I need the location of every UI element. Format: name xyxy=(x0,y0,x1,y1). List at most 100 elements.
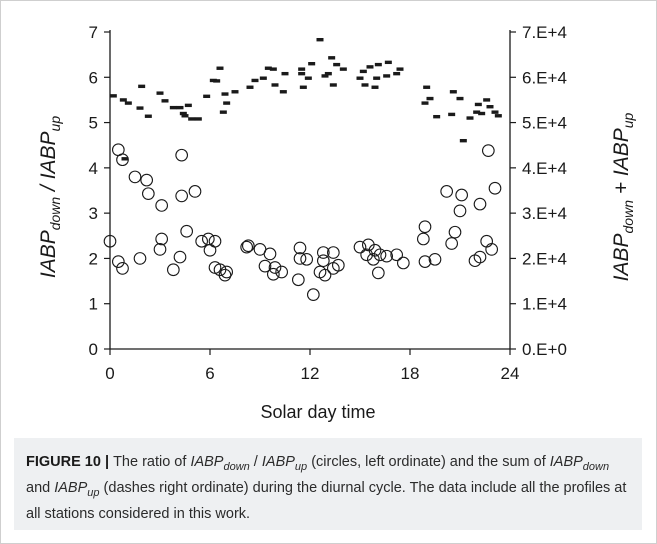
ratio-point xyxy=(366,252,380,266)
ratio-point xyxy=(418,220,432,234)
left-tick-label: 0 xyxy=(89,340,98,359)
caption-segment: and xyxy=(26,479,55,496)
ratio-point xyxy=(448,225,462,239)
x-tick-label: 0 xyxy=(105,364,114,383)
ratio-point xyxy=(316,254,330,268)
ratio-point xyxy=(318,268,332,282)
ratio-point xyxy=(141,187,155,201)
right-axis-label: IABPdown + IABPup xyxy=(610,112,636,281)
ratio-point xyxy=(166,263,180,277)
sum-dash xyxy=(298,67,306,71)
sum-dash xyxy=(156,91,164,95)
sum-dash xyxy=(138,84,146,89)
sum-dash xyxy=(459,138,467,143)
sum-dash xyxy=(176,105,184,110)
sum-dash xyxy=(494,114,502,118)
ratio-point xyxy=(380,249,394,263)
ratio-point xyxy=(360,248,374,262)
chart-marks xyxy=(103,37,502,302)
right-tick-label: 7.E+4 xyxy=(522,23,567,42)
sum-dash xyxy=(316,37,324,42)
ratio-point xyxy=(368,243,382,257)
right-tick-label: 0.E+0 xyxy=(522,340,567,359)
ratio-point xyxy=(266,267,280,281)
ratio-point xyxy=(300,252,314,266)
sum-dash xyxy=(449,90,457,94)
sum-dash xyxy=(279,90,287,94)
sum-dash xyxy=(491,110,499,114)
x-axis-label: Solar day time xyxy=(260,402,375,422)
ratio-point xyxy=(293,252,307,265)
sum-dash xyxy=(321,74,329,78)
sum-dash xyxy=(203,94,211,99)
left-tick-label: 6 xyxy=(89,68,98,87)
sum-dash xyxy=(161,99,169,103)
ratio-point xyxy=(291,273,305,287)
ratio-point xyxy=(488,181,502,195)
ratio-point xyxy=(201,232,215,246)
sum-dash xyxy=(383,74,391,78)
caption-box xyxy=(14,438,642,530)
ratio-point xyxy=(390,248,404,262)
ratio-point xyxy=(326,246,340,259)
ratio-point xyxy=(133,252,147,265)
ratio-point xyxy=(353,240,367,254)
sum-dash xyxy=(271,83,279,87)
figure-label: FIGURE 10 | xyxy=(26,454,114,470)
right-tick-label: 2.E+4 xyxy=(522,249,567,268)
caption-segment: / xyxy=(249,454,262,470)
ratio-point xyxy=(218,268,232,282)
sum-dash xyxy=(119,98,127,102)
sum-dash xyxy=(304,76,312,80)
ratio-point xyxy=(268,261,282,274)
ratio-point xyxy=(418,255,432,268)
axes: 012345670.E+01.E+42.E+43.E+44.E+45.E+46.… xyxy=(89,23,567,383)
ratio-point xyxy=(453,204,467,218)
sum-dash xyxy=(474,102,482,107)
sum-dash xyxy=(223,101,231,105)
sum-dash xyxy=(421,101,429,105)
right-axis-label-text: IABPdown + IABPup xyxy=(610,112,636,281)
sum-dash xyxy=(184,103,192,108)
sum-dash xyxy=(136,106,144,110)
caption-segment: up xyxy=(294,460,308,473)
caption-segment: The ratio of xyxy=(113,454,191,470)
sum-dash xyxy=(144,114,152,118)
sum-dash xyxy=(329,83,337,87)
ratio-point xyxy=(396,256,410,270)
sum-dash xyxy=(359,69,367,74)
ratio-point xyxy=(485,243,499,256)
sum-dash xyxy=(393,71,401,76)
ratio-point xyxy=(275,265,289,279)
caption-text: The ratio of IABPdown / IABPup (circles,… xyxy=(26,454,626,522)
sum-dash xyxy=(299,85,307,89)
scatter-chart: 012345670.E+01.E+42.E+43.E+44.E+45.E+46.… xyxy=(37,23,636,422)
ratio-point xyxy=(416,232,430,246)
ratio-point xyxy=(240,240,254,254)
ratio-point xyxy=(220,265,234,279)
ratio-point xyxy=(316,246,330,259)
x-tick-label: 12 xyxy=(301,364,320,383)
left-tick-label: 1 xyxy=(89,295,98,314)
sum-dash xyxy=(188,117,196,121)
ratio-point xyxy=(103,234,117,248)
sum-dash xyxy=(169,105,177,110)
left-tick-label: 3 xyxy=(89,204,98,223)
x-tick-label: 24 xyxy=(501,364,520,383)
sum-dash xyxy=(181,114,189,118)
left-axis-label-text: IABPdown / IABPup xyxy=(37,116,63,278)
sum-dash xyxy=(384,60,392,65)
ratio-point xyxy=(306,288,320,302)
ratio-point xyxy=(173,250,187,264)
sum-dash xyxy=(426,96,434,101)
sum-dash xyxy=(259,76,267,80)
ratio-point xyxy=(208,234,222,248)
sum-dash xyxy=(361,83,369,87)
sum-dash xyxy=(264,66,272,70)
ratio-point xyxy=(175,189,189,203)
sum-dash xyxy=(473,110,481,114)
sum-dash xyxy=(371,85,379,89)
left-tick-label: 7 xyxy=(89,23,98,42)
ratio-point xyxy=(331,258,345,272)
ratio-point xyxy=(155,232,169,246)
